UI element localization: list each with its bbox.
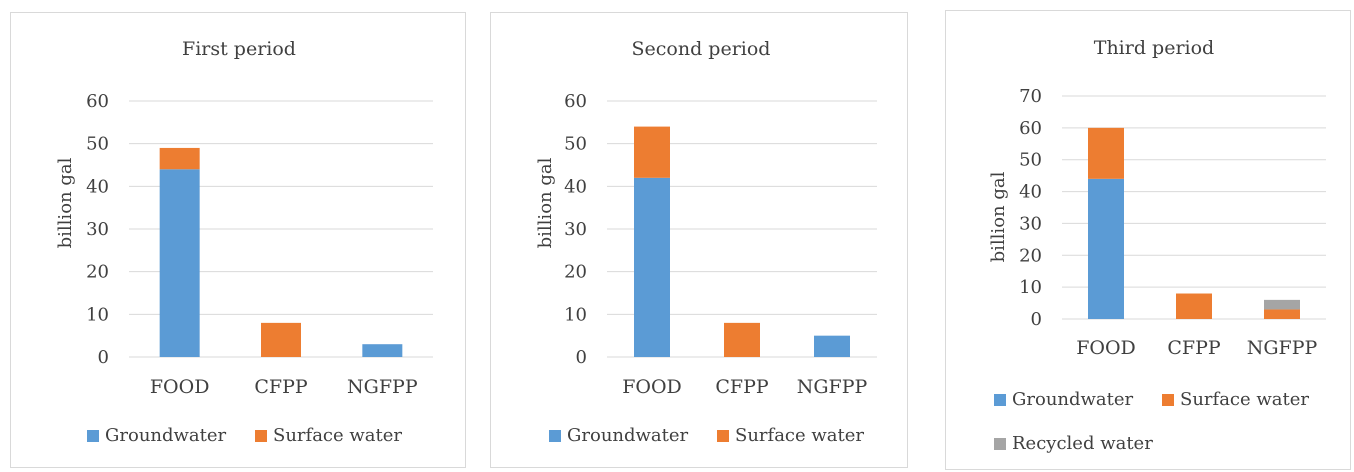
legend-label: Surface water (735, 425, 865, 446)
bar-ngfpp-surface-water (1264, 309, 1300, 319)
legend-swatch-surface-water (1162, 393, 1174, 406)
x-tick-label: CFPP (1167, 337, 1221, 359)
y-tick-label: 60 (564, 91, 587, 112)
tick-layer: 0 10 20 30 40 50 60 FOOD CFPP NGFPP (564, 91, 867, 398)
legend-label: Surface water (273, 425, 403, 446)
bar-food-surface-water (1088, 127, 1124, 179)
y-axis-label: billion gal (535, 157, 556, 248)
bar-layer (634, 126, 850, 357)
y-tick-label: 70 (1019, 86, 1042, 107)
y-axis-label: billion gal (988, 171, 1009, 262)
y-tick-label: 30 (86, 219, 109, 240)
bar-food-surface-water (634, 126, 670, 178)
bar-cfpp-surface-water (1176, 293, 1212, 319)
bar-food-groundwater (634, 177, 670, 357)
y-tick-label: 40 (1019, 182, 1042, 203)
bar-food-surface-water (159, 147, 200, 170)
x-tick-label: NGFPP (347, 376, 418, 398)
y-tick-label: 40 (564, 176, 587, 197)
legend-swatch-surface-water (255, 429, 267, 442)
y-tick-label: 50 (1019, 150, 1042, 171)
legend-label: Groundwater (1012, 389, 1134, 410)
y-tick-label: 0 (1031, 309, 1042, 330)
bar-cfpp-surface-water (261, 322, 301, 357)
y-tick-label: 50 (564, 134, 587, 155)
legend-swatch-groundwater (994, 393, 1006, 406)
x-tick-label: NGFPP (1247, 337, 1318, 359)
chart-svg-third-period: Third period billion gal 0 10 20 30 40 50 60 70… (988, 37, 1326, 359)
legend-item-groundwater: Groundwater (549, 425, 688, 446)
legend-label: Recycled water (1012, 433, 1153, 454)
legend-item-recycled-water: Recycled water (994, 433, 1153, 454)
chart-title: Third period (1094, 37, 1214, 59)
y-tick-label: 20 (1019, 245, 1042, 266)
legend-swatch-recycled-water (994, 437, 1006, 450)
y-tick-label: 40 (86, 176, 109, 197)
y-tick-label: 10 (564, 304, 587, 325)
y-axis-label: billion gal (55, 157, 76, 248)
legend-item-surface-water: Surface water (255, 425, 402, 446)
y-tick-label: 50 (86, 134, 109, 155)
y-tick-label: 10 (86, 304, 109, 325)
x-tick-label: NGFPP (797, 376, 868, 398)
y-tick-label: 20 (564, 262, 587, 283)
tick-layer: 0 10 20 30 40 50 60 FOOD CFPP NGFPP (86, 91, 418, 398)
legend-item-surface-water: Surface water (1162, 389, 1309, 410)
bar-food-groundwater (159, 169, 200, 357)
x-tick-label: FOOD (622, 376, 682, 398)
legend-swatch-surface-water (717, 429, 729, 442)
bar-layer (159, 147, 403, 357)
bar-ngfpp-recycled-water (1264, 299, 1300, 310)
x-tick-label: CFPP (715, 376, 769, 398)
y-tick-label: 0 (576, 347, 587, 368)
y-tick-label: 10 (1019, 277, 1042, 298)
legend-label: Surface water (1180, 389, 1310, 410)
bar-layer (1088, 127, 1300, 319)
x-tick-label: FOOD (1076, 337, 1136, 359)
y-tick-label: 20 (86, 262, 109, 283)
y-tick-label: 30 (1019, 213, 1042, 234)
legend-label: Groundwater (105, 425, 227, 446)
bar-ngfpp-groundwater (814, 335, 850, 357)
tick-layer: 0 10 20 30 40 50 60 70 FOOD CFPP NGFPP (1019, 86, 1317, 359)
x-tick-label: FOOD (150, 376, 210, 398)
legend-swatch-groundwater (87, 429, 99, 442)
bar-food-groundwater (1088, 178, 1124, 319)
legend-item-groundwater: Groundwater (87, 425, 226, 446)
y-tick-label: 60 (1019, 118, 1042, 139)
chart-svg-first-period: First period billion gal 0 10 20 30 40 50 60 FO… (55, 38, 433, 398)
chart-svg-second-period: Second period billion gal 0 10 20 30 40 50 60 F… (535, 38, 877, 398)
chart-panel-second-period: Second period billion gal 0 10 20 30 40 50 60 F… (490, 12, 908, 468)
chart-title: Second period (632, 38, 771, 60)
legend-swatch-groundwater (549, 429, 561, 442)
chart-panel-first-period: First period billion gal 0 10 20 30 40 50 60 FO… (10, 12, 466, 468)
y-tick-label: 60 (86, 91, 109, 112)
legend-item-groundwater: Groundwater (994, 389, 1133, 410)
y-tick-label: 0 (98, 347, 109, 368)
legend-item-surface-water: Surface water (717, 425, 864, 446)
chart-title: First period (182, 38, 296, 60)
chart-panel-third-period: Third period billion gal 0 10 20 30 40 50 60 70… (945, 10, 1351, 470)
bar-cfpp-surface-water (724, 322, 760, 357)
y-tick-label: 30 (564, 219, 587, 240)
legend-label: Groundwater (567, 425, 689, 446)
bar-ngfpp-groundwater (362, 344, 403, 357)
x-tick-label: CFPP (254, 376, 308, 398)
